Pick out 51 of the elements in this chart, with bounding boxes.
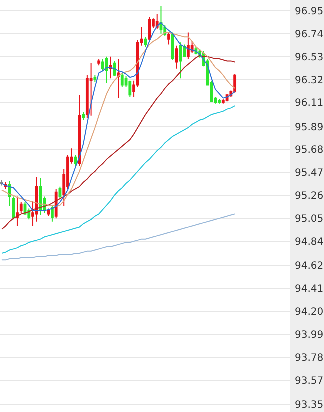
candlestick (39, 178, 42, 216)
candlestick (35, 176, 38, 222)
candlestick (82, 112, 85, 121)
candlestick (90, 62, 93, 116)
candlestick (179, 42, 182, 80)
y-tick-label: 96.95 (295, 6, 324, 18)
y-tick-label: 96.53 (295, 52, 324, 64)
candlestick (175, 45, 178, 70)
candlestick (148, 16, 152, 42)
candlestick (168, 32, 170, 46)
candlestick (171, 32, 174, 61)
candlestick (94, 74, 97, 82)
y-tick-label: 96.74 (295, 29, 324, 40)
candlestick (186, 32, 190, 60)
candlestick (54, 188, 58, 220)
y-tick-label: 95.26 (295, 191, 324, 202)
candlestick (117, 58, 120, 99)
y-tick-label: 95.05 (295, 214, 324, 226)
y-tick-label: 94.62 (295, 261, 324, 272)
y-tick-label: 95.89 (295, 122, 324, 134)
y-tick-label: 95.47 (295, 168, 324, 180)
y-tick-label: 94.84 (295, 237, 324, 248)
y-tick-label: 93.78 (295, 352, 324, 364)
candlestick (218, 98, 221, 104)
candlestick (128, 80, 132, 98)
y-tick-label: 95.68 (295, 145, 324, 156)
candlestick (234, 74, 237, 94)
y-tick-label: 93.35 (295, 400, 324, 411)
candlestick (78, 94, 82, 167)
y-tick-label: 94.41 (295, 284, 324, 296)
candlestick (109, 56, 112, 80)
y-tick-label: 96.11 (295, 98, 324, 110)
y-tick-label: 96.32 (295, 75, 324, 86)
candlestick (113, 60, 116, 77)
y-tick-label: 93.57 (295, 376, 324, 387)
candlestick (120, 72, 124, 88)
candlestick (98, 58, 101, 66)
y-tick-label: 94.20 (295, 306, 324, 318)
candlestick (20, 202, 23, 214)
candlestick (0, 180, 4, 186)
y-tick-label: 93.99 (295, 330, 324, 341)
candlestick (16, 196, 19, 227)
candlestick (105, 56, 108, 84)
line-series (1, 55, 236, 230)
candlestick (51, 204, 54, 222)
candlestick (12, 196, 16, 220)
candlestick (144, 36, 148, 48)
candlestick (160, 6, 163, 34)
line-series (1, 214, 236, 261)
candlestick (47, 208, 50, 217)
line-series (1, 106, 236, 254)
